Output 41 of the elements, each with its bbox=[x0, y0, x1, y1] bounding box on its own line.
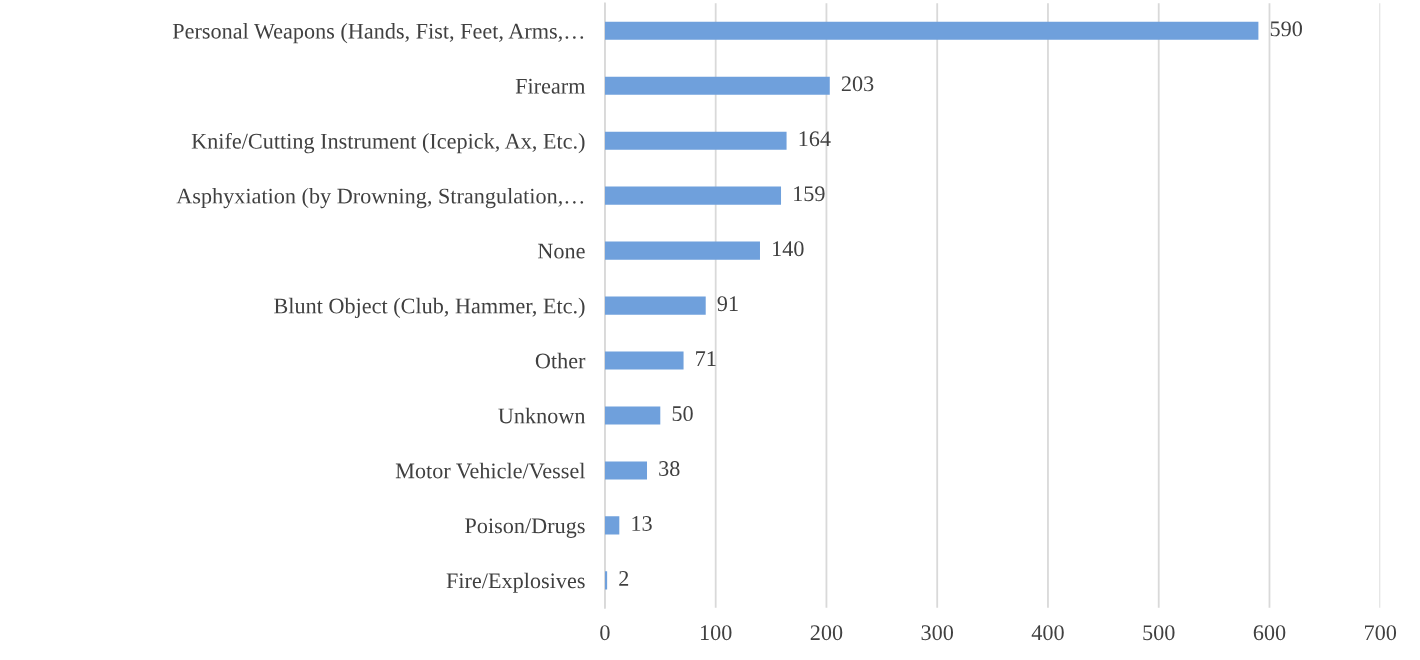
data-label: 590 bbox=[1270, 21, 1302, 37]
bar bbox=[604, 571, 608, 590]
data-label: 38 bbox=[659, 461, 680, 477]
x-tick-label: 300 bbox=[921, 625, 954, 641]
y-tick-label: Asphyxiation (by Drowning, Strangulation,… bbox=[176, 187, 584, 209]
x-tick-label: 700 bbox=[1365, 625, 1397, 641]
y-tick-label: Motor Vehicle/Vessel bbox=[395, 462, 586, 479]
y-tick-label: Personal Weapons (Hands, Fist, Feet, Arms,… bbox=[172, 23, 584, 44]
y-tick-label: Poison/Drugs bbox=[465, 518, 585, 538]
data-label: 140 bbox=[773, 241, 804, 257]
bar bbox=[604, 406, 661, 425]
y-tick-label: None bbox=[537, 243, 585, 259]
x-tick-label: 100 bbox=[700, 625, 732, 641]
data-label: 13 bbox=[632, 516, 652, 531]
data-label: 50 bbox=[672, 406, 693, 422]
data-label: 164 bbox=[799, 131, 831, 147]
y-tick-label: Firearm bbox=[515, 78, 586, 94]
x-tick-label: 200 bbox=[810, 625, 843, 641]
x-tick-label: 0 bbox=[600, 625, 610, 641]
x-tick-label: 400 bbox=[1031, 625, 1064, 641]
bar bbox=[604, 76, 830, 95]
bar bbox=[604, 186, 782, 205]
bar bbox=[604, 241, 760, 260]
bar bbox=[604, 296, 706, 315]
y-tick-label: Blunt Object (Club, Hammer, Etc.) bbox=[274, 297, 585, 319]
bar bbox=[604, 516, 620, 535]
data-label: 71 bbox=[696, 351, 716, 366]
y-tick-label: Knife/Cutting Instrument (Icepick, Ax, Etc.) bbox=[191, 132, 585, 154]
data-label: 203 bbox=[841, 76, 874, 92]
data-label: 91 bbox=[717, 296, 738, 312]
x-tick-label: 600 bbox=[1253, 625, 1286, 641]
data-label: 159 bbox=[794, 186, 825, 202]
x-tick-label: 500 bbox=[1143, 625, 1175, 641]
y-tick-label: Unknown bbox=[498, 407, 586, 424]
bar bbox=[604, 461, 648, 480]
data-label: 2 bbox=[619, 571, 629, 586]
bar bbox=[604, 131, 787, 150]
bar bbox=[604, 351, 684, 370]
y-tick-label: Other bbox=[535, 352, 586, 369]
y-tick-label: Fire/Explosives bbox=[446, 572, 585, 593]
bar bbox=[604, 21, 1259, 40]
